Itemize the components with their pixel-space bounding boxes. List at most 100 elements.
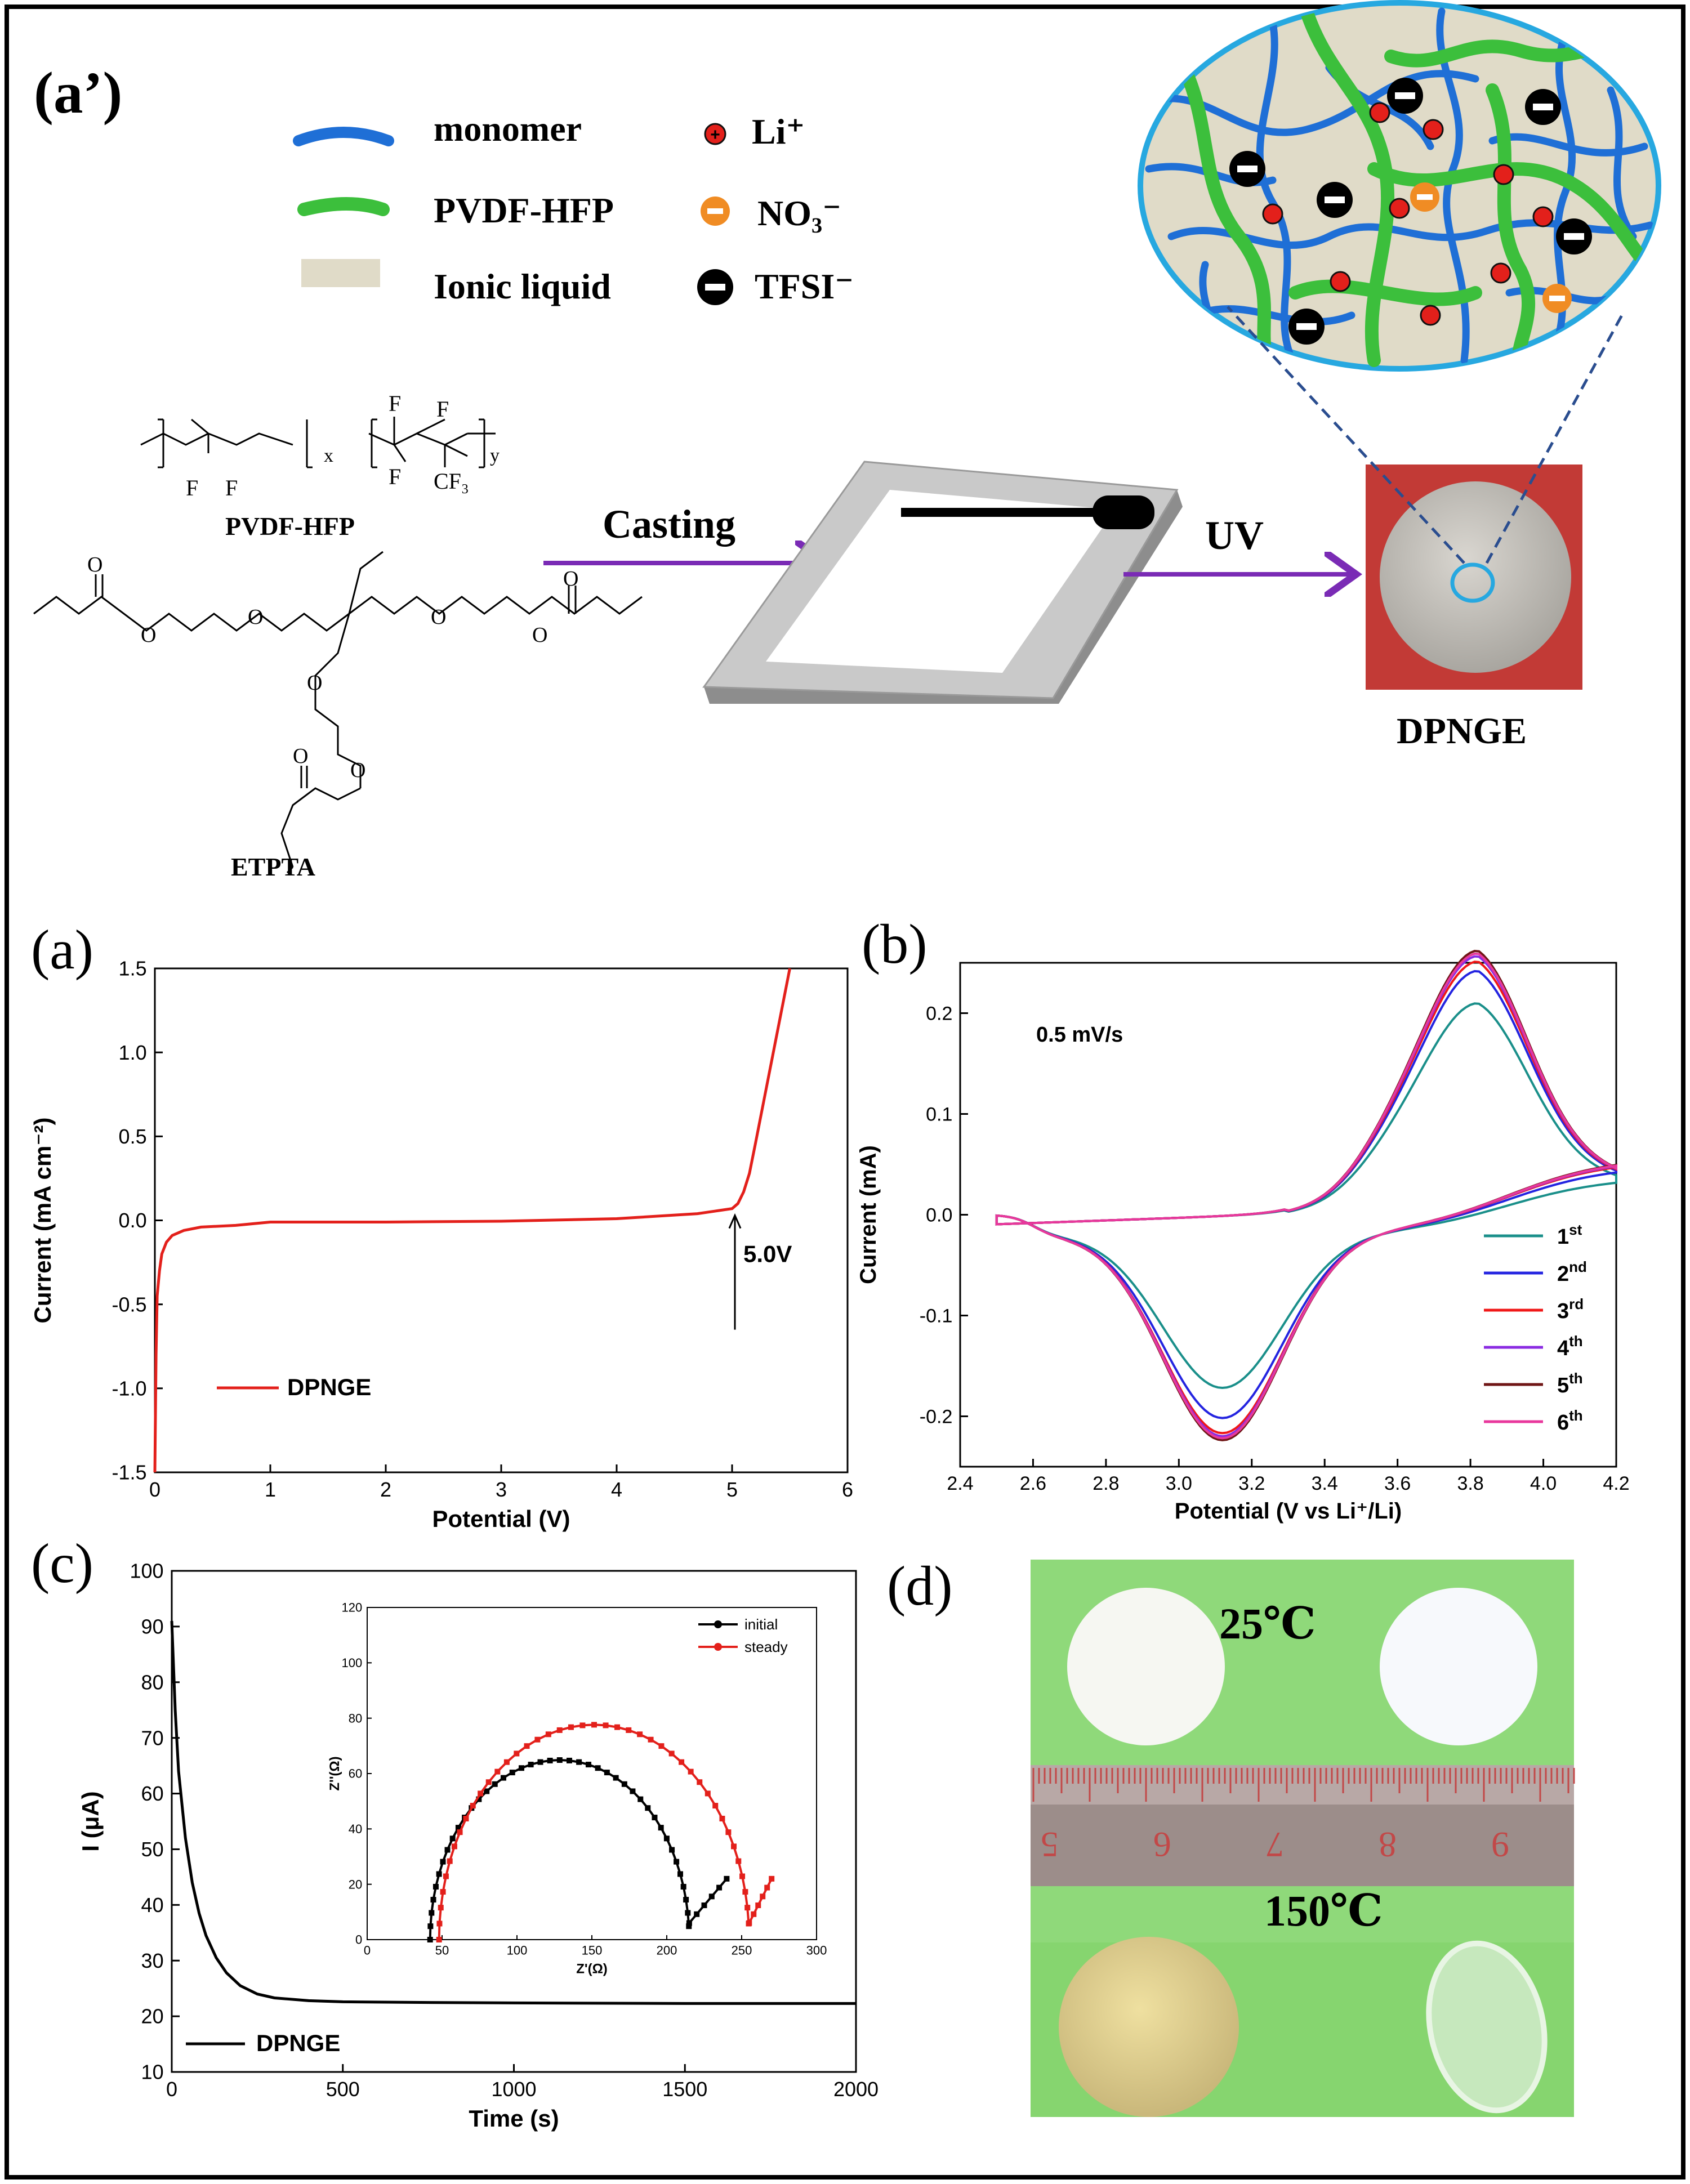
x-tick-label: 0	[149, 1478, 160, 1501]
data-point-steady	[556, 1727, 563, 1733]
data-point-initial	[432, 1883, 439, 1890]
svg-text:F: F	[225, 475, 238, 501]
data-point-steady	[436, 1937, 442, 1942]
data-point-initial	[430, 1897, 436, 1903]
x-tick-label: 150	[582, 1943, 603, 1957]
ruler-number: 6	[1153, 1825, 1171, 1865]
data-point-initial	[724, 1875, 730, 1882]
x-axis-label: Potential (V vs Li⁺/Li)	[1175, 1499, 1402, 1524]
data-point-initial	[663, 1835, 670, 1842]
y-tick-label: 0.0	[926, 1204, 952, 1226]
data-point-steady	[769, 1875, 775, 1882]
temp-25c-label: 25℃	[1219, 1599, 1316, 1648]
casting-tray	[702, 461, 1183, 704]
data-point-initial	[547, 1757, 553, 1763]
data-point-initial	[701, 1902, 707, 1909]
data-point-initial	[440, 1859, 446, 1865]
legend-monomer: monomer	[434, 109, 582, 149]
chart-b-cv: 2.4 2.6 2.8 3.0 3.2 3.4 3.6 3.8 4.0 4.2 -0.2 -0.1 0.…	[856, 949, 1630, 1524]
data-point-steady	[704, 1790, 711, 1797]
x-tick-label: 1000	[491, 2078, 536, 2101]
y-tick-label: 40	[141, 1893, 164, 1917]
data-point-steady	[503, 1759, 510, 1765]
data-point-initial	[716, 1884, 723, 1891]
data-point-steady	[755, 1902, 761, 1909]
y-tick-label: 60	[349, 1767, 362, 1781]
y-tick-label: 30	[141, 1949, 164, 1972]
x-tick-label: 50	[435, 1943, 449, 1957]
data-point-steady	[679, 1759, 685, 1765]
y-tick-label: -1.5	[112, 1461, 147, 1484]
legend-label-initial: initial	[744, 1616, 778, 1633]
x-tick-label: 300	[806, 1943, 827, 1957]
x-axis-label: Z'(Ω)	[576, 1961, 608, 1976]
y-tick-label: 70	[141, 1726, 164, 1749]
x-tick-label: 3.0	[1166, 1473, 1192, 1494]
data-point-initial	[613, 1775, 619, 1781]
data-point-steady	[697, 1779, 703, 1785]
x-tick-label: 4	[611, 1478, 622, 1501]
y-tick-label: 0.2	[926, 1003, 952, 1024]
data-point-initial	[427, 1937, 433, 1942]
data-point-steady	[746, 1920, 752, 1926]
data-point-steady	[712, 1803, 719, 1809]
y-tick-label: 1.0	[119, 1041, 147, 1064]
data-point-steady	[451, 1843, 457, 1850]
data-point-steady	[440, 1889, 446, 1895]
membrane-25c-left	[1067, 1588, 1225, 1745]
etpta-structure	[33, 551, 643, 874]
data-point-steady	[438, 1905, 444, 1911]
x-tick-label: 3.8	[1457, 1473, 1483, 1494]
data-point-steady	[764, 1884, 770, 1891]
data-point-steady	[494, 1768, 501, 1775]
data-point-initial	[528, 1762, 534, 1768]
svg-text:F: F	[436, 396, 449, 422]
data-point-initial	[576, 1759, 582, 1765]
data-point-initial	[537, 1759, 543, 1765]
x-axis-label: Time (s)	[469, 2105, 559, 2132]
x-tick-label: 3.4	[1312, 1473, 1338, 1494]
data-point-steady	[534, 1736, 541, 1743]
y-tick-label: 0.5	[119, 1125, 147, 1148]
x-tick-label: 0	[166, 2078, 177, 2101]
data-point-initial	[556, 1757, 563, 1763]
y-tick-label: 40	[349, 1822, 362, 1836]
data-point-steady	[524, 1743, 530, 1749]
x-tick-label: 250	[732, 1943, 752, 1957]
x-tick-label: 2.6	[1020, 1473, 1046, 1494]
data-point-steady	[658, 1743, 665, 1749]
svg-text:O: O	[141, 623, 156, 647]
svg-text:CF₃: CF₃	[434, 468, 469, 494]
panel-label-d: (d)	[887, 1555, 953, 1617]
svg-text:+: +	[710, 126, 720, 144]
pvdf-line-icon	[297, 197, 390, 216]
svg-text:F: F	[389, 391, 401, 416]
series-line-6th	[995, 952, 1617, 1440]
svg-text:x: x	[324, 445, 333, 466]
annotation-label: 5.0V	[743, 1241, 792, 1267]
thermal-stability-photo: 25℃ 5 6 7 8 9 150℃	[1031, 1560, 1575, 2117]
legend-label-dpnge: DPNGE	[287, 1374, 371, 1400]
casting-blade	[1093, 495, 1154, 529]
data-point-initial	[630, 1788, 636, 1794]
network-zoom-blob	[1138, 0, 1661, 372]
data-point-steady	[443, 1873, 449, 1879]
data-point-initial	[427, 1923, 434, 1930]
y-tick-label: -0.1	[920, 1305, 953, 1327]
data-point-steady	[744, 1905, 751, 1911]
dpnge-photo	[1227, 306, 1624, 690]
membrane-150c-right	[1426, 1940, 1548, 2114]
x-tick-label: 2000	[833, 2078, 879, 2101]
y-tick-label: 80	[141, 1671, 164, 1694]
svg-text:O: O	[350, 758, 365, 782]
data-point-steady	[751, 1911, 757, 1917]
y-tick-label: 60	[141, 1782, 164, 1805]
data-point-initial	[595, 1765, 601, 1771]
y-axis-label: I (μA)	[77, 1791, 104, 1851]
x-tick-label: 4.2	[1603, 1473, 1629, 1494]
data-point-steady	[742, 1889, 748, 1895]
scan-rate-label: 0.5 mV/s	[1036, 1023, 1123, 1047]
li-ion-icon	[704, 123, 726, 145]
uv-label: UV	[1205, 513, 1264, 558]
